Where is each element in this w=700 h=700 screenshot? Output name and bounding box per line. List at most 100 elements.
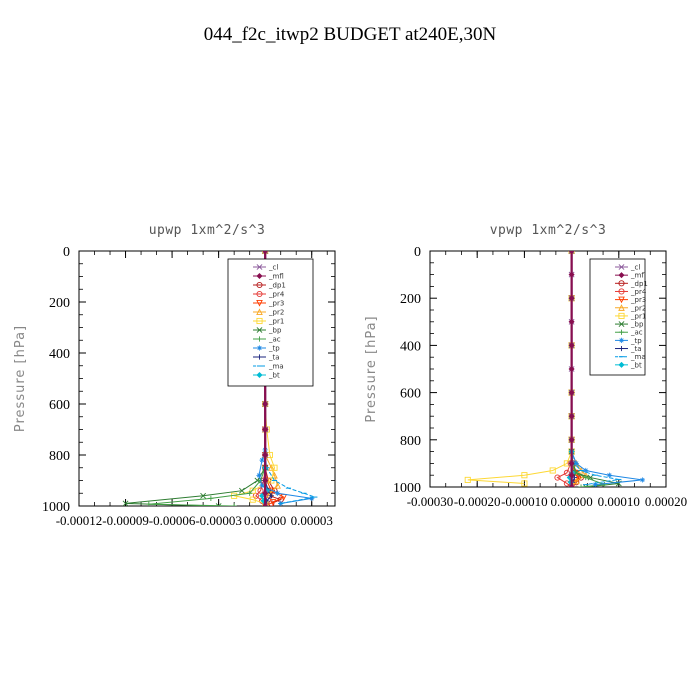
y-tick-label: 1000 (393, 481, 421, 496)
series-point-mfl (568, 365, 575, 373)
series-point-mfl (568, 318, 575, 325)
legend-label: _pr1 (268, 318, 284, 326)
legend-marker (256, 290, 263, 298)
legend-label: _tp (630, 337, 642, 345)
legend-label: _pr4 (630, 288, 647, 296)
series-point-pr2 (274, 481, 281, 489)
x-tick-label: -0.00003 (195, 513, 242, 528)
legend-marker (256, 281, 263, 289)
series-point-mfl (568, 251, 575, 255)
legend-label: _pr1 (630, 312, 646, 320)
legend-label: _pr2 (630, 304, 646, 312)
series-point-mfl (568, 413, 575, 420)
series-point-mfl (262, 426, 269, 433)
series-point-tp (309, 495, 315, 501)
legend-box (227, 258, 314, 387)
y-tick-label: 400 (400, 339, 421, 354)
series-point-mfl (568, 472, 575, 479)
legend-label: _bp (268, 327, 282, 335)
series-point-bp (215, 503, 222, 506)
x-tick-label: -0.00020 (454, 494, 501, 509)
series-point-bp (238, 487, 245, 494)
series-point-tp (592, 482, 598, 487)
series-point-ac (602, 482, 608, 487)
legend-label: _pr3 (268, 300, 284, 308)
x-tick-label: 0.00010 (598, 494, 640, 509)
x-tick-label: 0.00000 (244, 513, 286, 528)
panel-upwp: upwp 1xm^2/s^3 Pressure [hPa] 0 200 400 600 80… (13, 223, 336, 528)
series-point-tp (256, 472, 262, 478)
y-tick-label: 200 (400, 292, 421, 307)
series-point-tp (259, 457, 265, 463)
series-point-ac (146, 501, 152, 506)
legend-marker (618, 321, 625, 327)
series-point-pr1 (521, 472, 528, 479)
series-point-pr4 (252, 492, 259, 499)
y-tick-label: 400 (49, 347, 70, 362)
series-point-pr4 (554, 474, 561, 481)
legend-label: _pr3 (630, 296, 646, 304)
legend-marker (256, 308, 263, 316)
series-point-pr1 (271, 464, 278, 471)
x-tick-label: -0.00009 (102, 513, 149, 528)
y-tick-label: 1000 (42, 500, 70, 515)
legend-label: _pr2 (268, 309, 284, 317)
legend-label: _pr4 (268, 291, 285, 299)
series-point-pr3 (269, 499, 277, 506)
x-tick-label: -0.00006 (149, 513, 196, 528)
y-tick-label: 200 (49, 296, 70, 311)
series-point-pr1 (549, 467, 556, 474)
series-point-mfl (568, 460, 575, 467)
series-point-tp (259, 483, 265, 489)
series-point-mfl (568, 483, 575, 487)
legend-marker (256, 354, 263, 360)
x-tick-label: -0.00012 (56, 513, 103, 528)
series-point-mfl (262, 400, 269, 408)
series-point-tp (606, 472, 612, 478)
legend-label: _ta (268, 354, 280, 362)
legend-marker (618, 272, 625, 279)
legend-label: _cl (268, 264, 278, 272)
series-point-mfl (262, 477, 269, 484)
legend-label: _tp (268, 345, 280, 353)
x-tick-label: -0.00030 (407, 494, 454, 509)
series-point-mfl (568, 342, 575, 349)
x-tick-label: 0.00020 (645, 494, 687, 509)
x-tick-label: -0.00010 (501, 494, 548, 509)
y-tick-label: 0 (63, 245, 70, 260)
panel-title: upwp 1xm^2/s^3 (149, 223, 266, 238)
legend-marker (256, 317, 263, 325)
series-group (464, 251, 645, 487)
series-point-cl (262, 503, 269, 506)
series-point-ac (247, 490, 253, 496)
panel-title: vpwp 1xm^2/s^3 (490, 223, 607, 238)
legend-marker (618, 304, 625, 311)
legend-marker (618, 264, 625, 270)
y-axis-label: Pressure [hPa] (364, 315, 379, 422)
series-point-pr2 (572, 477, 580, 485)
figure-title: 044_f2c_itwp2 BUDGET at240E,30N (204, 24, 497, 45)
series-point-bp (587, 474, 594, 481)
legend-label: _ac (630, 329, 643, 337)
y-tick-label: 800 (49, 449, 70, 464)
series-point-mfl (262, 502, 269, 506)
legend-marker (618, 337, 625, 343)
series-point-mfl (568, 389, 575, 396)
legend-marker (256, 336, 263, 342)
legend-label: _ma (268, 363, 284, 371)
series-point-mfl (568, 436, 575, 443)
series-point-pr1 (464, 476, 471, 483)
y-tick-label: 600 (49, 398, 70, 413)
series-point-pr1 (521, 480, 528, 487)
legend-label: _ac (268, 336, 281, 344)
legend-marker (256, 371, 263, 379)
legend-label: _ta (630, 345, 642, 353)
legend-label: _cl (630, 264, 640, 272)
series-point-ac (208, 495, 214, 501)
legend-marker (618, 361, 625, 368)
series-point-pr1 (249, 496, 256, 503)
y-axis-label: Pressure [hPa] (13, 325, 28, 432)
legend-marker (618, 280, 625, 287)
